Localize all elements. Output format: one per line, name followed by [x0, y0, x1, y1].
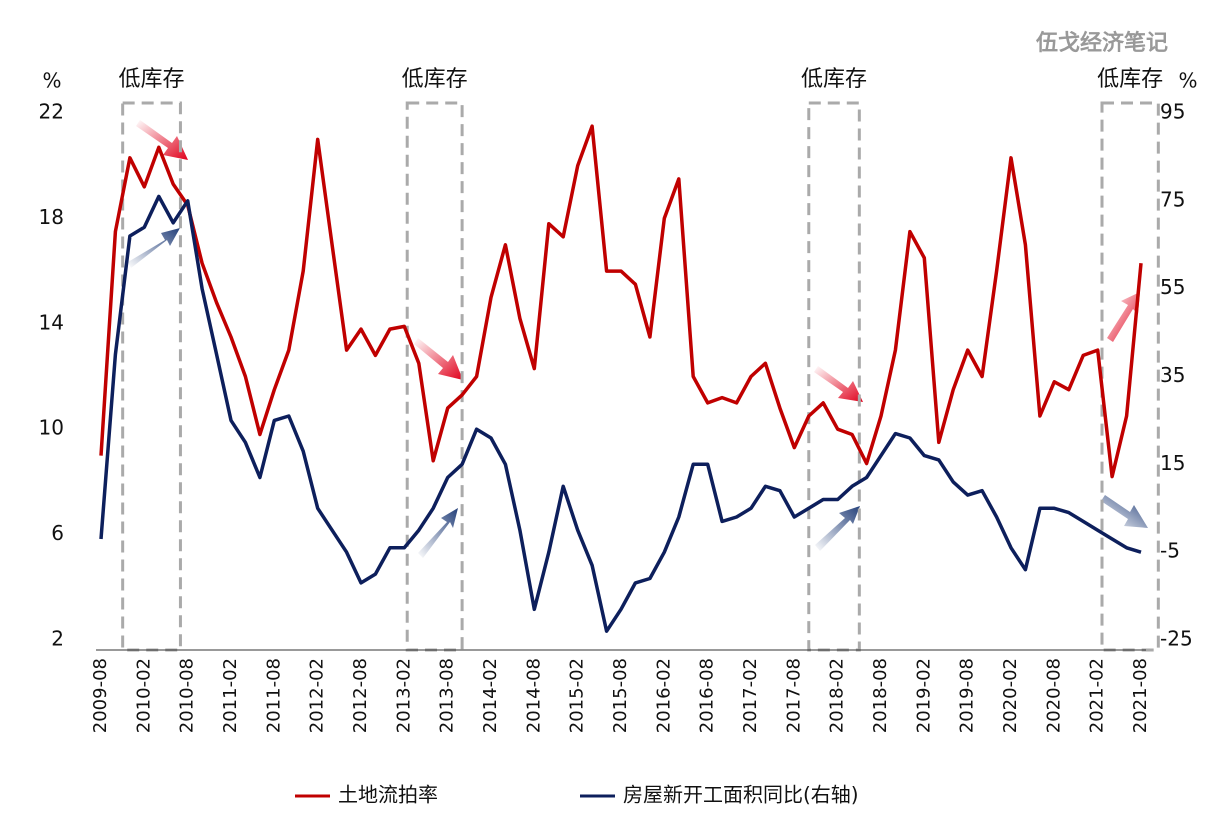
y-tick-label: 22 [39, 100, 64, 124]
y2-tick-label: 35 [1160, 363, 1185, 387]
legend: 土地流拍率 房屋新开工面积同比(右轴) [295, 783, 859, 807]
x-tick-label: 2012-02 [307, 658, 328, 733]
x-tick-label: 2011-02 [220, 658, 241, 733]
x-tick-label: 2010-02 [133, 658, 154, 733]
y-tick-label: 6 [51, 521, 64, 545]
series-line [99, 124, 1143, 479]
annotation: 低库存 [402, 67, 468, 92]
x-tick-label: 2017-08 [783, 658, 804, 733]
x-tick-label: 2009-08 [90, 658, 111, 733]
x-tick-label: 2016-08 [697, 658, 718, 733]
arrows [128, 120, 1148, 558]
watermark: 伍戈经济笔记 [1035, 30, 1168, 56]
series-line [99, 194, 1142, 633]
x-tick-label: 2013-08 [437, 658, 458, 733]
x-tick-label: 2019-02 [913, 658, 934, 733]
x-tick-label: 2010-08 [177, 658, 198, 733]
x-tick-label: 2014-08 [523, 658, 544, 733]
x-tick-label: 2012-08 [350, 658, 371, 733]
annotation: 低库存 [801, 67, 867, 92]
annotation: 低库存 [119, 67, 185, 92]
y-axis-unit: % [42, 69, 61, 93]
y2-tick-label: -25 [1160, 627, 1193, 651]
y-tick-label: 10 [39, 416, 64, 440]
y2-tick-label: -5 [1160, 539, 1180, 563]
y-tick-label: 14 [39, 310, 64, 334]
x-tick-label: 2011-08 [263, 658, 284, 733]
x-tick-label: 2021-02 [1087, 658, 1108, 733]
x-tick-label: 2014-02 [480, 658, 501, 733]
annotation-box [807, 101, 861, 652]
x-tick-label: 2016-02 [653, 658, 674, 733]
y-tick-label: 18 [39, 205, 64, 229]
x-tick-label: 2018-02 [827, 658, 848, 733]
y-tick-label: 2 [51, 627, 64, 651]
y2-axis-unit: % [1178, 69, 1197, 93]
y2-tick-label: 95 [1160, 100, 1185, 124]
y2-tick-label: 15 [1160, 451, 1185, 475]
x-tick-label: 2017-02 [740, 658, 761, 733]
annotation: 低库存 [1097, 67, 1163, 92]
legend-label: 房屋新开工面积同比(右轴) [623, 783, 859, 807]
x-tick-label: 2021-08 [1130, 658, 1151, 733]
x-tick-label: 2020-02 [1000, 658, 1021, 733]
x-tick-label: 2019-08 [957, 658, 978, 733]
x-tick-label: 2020-08 [1043, 658, 1064, 733]
y2-tick-label: 75 [1160, 187, 1185, 211]
legend-label: 土地流拍率 [338, 783, 438, 807]
y2-tick-label: 55 [1160, 275, 1185, 299]
x-tick-label: 2015-08 [610, 658, 631, 733]
x-tick-label: 2013-02 [393, 658, 414, 733]
x-tick-label: 2018-08 [870, 658, 891, 733]
x-tick-label: 2015-02 [567, 658, 588, 733]
